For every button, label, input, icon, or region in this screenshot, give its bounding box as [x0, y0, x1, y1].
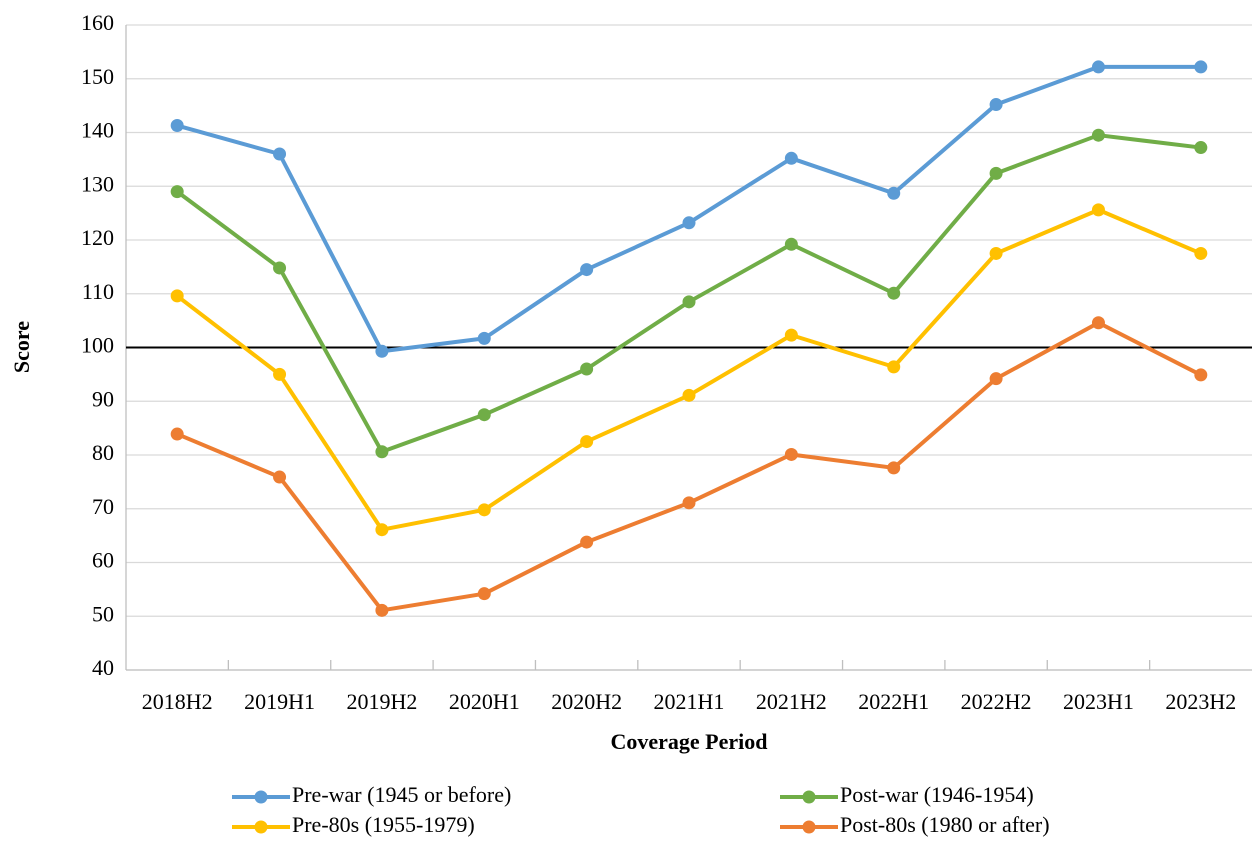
x-tick-label: 2023H1 [1063, 689, 1134, 714]
data-point [477, 331, 491, 345]
data-point [1194, 141, 1208, 155]
x-tick-label: 2018H2 [142, 689, 213, 714]
y-tick-label: 110 [82, 279, 114, 304]
data-point [682, 388, 696, 402]
data-point [1194, 368, 1208, 382]
data-point [375, 344, 389, 358]
data-point [784, 328, 798, 342]
y-tick-label: 140 [81, 118, 114, 143]
data-point [273, 470, 287, 484]
y-tick-label: 90 [92, 386, 114, 411]
x-tick-label: 2022H1 [858, 689, 929, 714]
data-point [477, 408, 491, 422]
data-point [477, 503, 491, 517]
data-point [682, 216, 696, 230]
data-point [887, 286, 901, 300]
legend-marker [802, 790, 816, 804]
legend-marker [802, 820, 816, 834]
series-line [175, 207, 1202, 532]
data-point [273, 261, 287, 275]
series-line [176, 320, 1202, 613]
data-point [1091, 60, 1105, 74]
data-point [375, 523, 389, 537]
y-tick-label: 150 [81, 64, 114, 89]
legend-marker [254, 790, 268, 804]
data-point [580, 362, 594, 376]
y-tick-label: 130 [81, 171, 114, 196]
data-point [273, 367, 287, 381]
data-point [375, 603, 389, 617]
legend-label: Pre-80s (1955-1979) [292, 812, 475, 837]
x-tick-label: 2019H1 [244, 689, 315, 714]
legend-marker [254, 820, 268, 834]
x-tick-label: 2023H2 [1165, 689, 1236, 714]
y-tick-label: 160 [81, 10, 114, 35]
data-point [682, 295, 696, 309]
data-point [170, 119, 184, 133]
x-tick-label: 2021H2 [756, 689, 827, 714]
data-point [580, 263, 594, 277]
y-tick-label: 40 [92, 655, 114, 680]
y-tick-label: 60 [92, 548, 114, 573]
data-point [1091, 128, 1105, 142]
data-point [989, 246, 1003, 260]
x-tick-label: 2020H2 [551, 689, 622, 714]
data-point [989, 372, 1003, 386]
data-point [170, 185, 184, 199]
x-tick-label: 2021H1 [654, 689, 725, 714]
data-point [887, 461, 901, 475]
data-point [784, 447, 798, 461]
x-axis-title: Coverage Period [611, 729, 768, 754]
x-tick-label: 2019H2 [346, 689, 417, 714]
series-line [176, 64, 1201, 354]
data-point [170, 289, 184, 303]
legend-label: Post-war (1946-1954) [840, 782, 1034, 807]
data-point [989, 98, 1003, 112]
y-tick-label: 50 [92, 601, 114, 626]
data-point [1091, 203, 1105, 217]
x-tick-label: 2020H1 [449, 689, 520, 714]
data-point [682, 496, 696, 510]
y-tick-label: 80 [92, 440, 114, 465]
data-point [887, 360, 901, 374]
data-point [887, 186, 901, 200]
data-point [580, 535, 594, 549]
y-axis-title: Score [9, 321, 34, 373]
data-point [784, 151, 798, 165]
y-tick-label: 70 [92, 494, 114, 519]
data-point [1091, 316, 1105, 330]
y-tick-label: 100 [81, 333, 114, 358]
data-point [989, 166, 1003, 180]
data-point [273, 147, 287, 161]
x-tick-label: 2022H2 [961, 689, 1032, 714]
data-point [1194, 246, 1208, 260]
data-point [1194, 60, 1208, 74]
data-point [580, 435, 594, 449]
legend-label: Post-80s (1980 or after) [840, 812, 1050, 837]
y-tick-label: 120 [81, 225, 114, 250]
data-point [170, 427, 184, 441]
legend-label: Pre-war (1945 or before) [292, 782, 511, 807]
data-point [477, 587, 491, 601]
data-point [784, 237, 798, 251]
data-point [375, 445, 389, 459]
